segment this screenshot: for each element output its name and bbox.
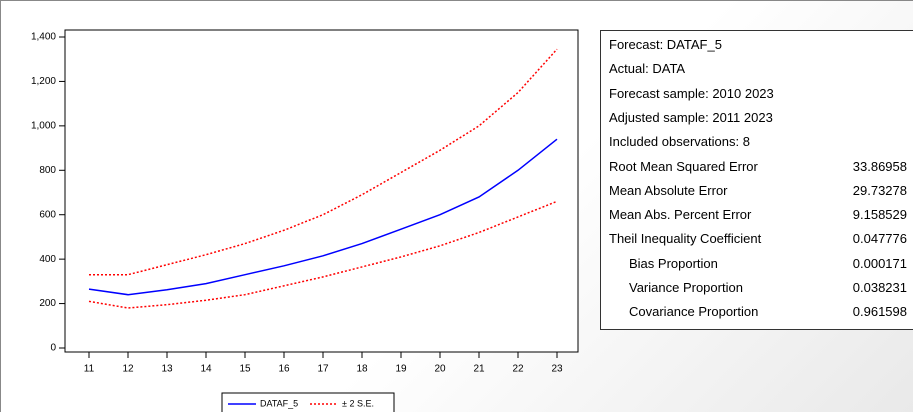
stats-value: 33.86958 bbox=[852, 158, 907, 174]
stats-label: Mean Absolute Error bbox=[609, 182, 728, 198]
y-tick-label: 1,000 bbox=[31, 120, 56, 131]
stats-value: 0.038231 bbox=[852, 280, 907, 295]
stats-value: 0.000171 bbox=[852, 255, 907, 271]
stats-label: Bias Proportion bbox=[629, 255, 718, 271]
legend-label: ± 2 S.E. bbox=[342, 398, 374, 408]
stats-label: Root Mean Squared Error bbox=[609, 158, 758, 174]
stats-value: 9.158529 bbox=[852, 207, 907, 223]
x-tick-label: 12 bbox=[122, 364, 134, 375]
x-tick-label: 18 bbox=[356, 364, 368, 375]
stats-header: Actual: DATA bbox=[609, 61, 686, 77]
y-tick-label: 400 bbox=[39, 254, 56, 265]
stats-label: Covariance Proportion bbox=[629, 304, 759, 320]
legend-label: DATAF_5 bbox=[260, 398, 298, 408]
y-tick-label: 200 bbox=[39, 298, 56, 309]
stats-value: 0.961598 bbox=[852, 304, 907, 320]
line-values bbox=[88, 138, 558, 296]
x-tick-label: 11 bbox=[84, 364, 95, 375]
stats-header: Forecast: DATAF_5 bbox=[609, 37, 722, 52]
x-tick-label: 13 bbox=[161, 364, 173, 375]
legend: DATAF_5 ± 2 S.E. bbox=[221, 392, 395, 412]
legend-box bbox=[221, 392, 395, 412]
stats-header: Adjusted sample: 2011 2023 bbox=[609, 109, 773, 125]
stats-header: Forecast sample: 2010 2023 bbox=[609, 85, 774, 101]
stats-value: 0.047776 bbox=[852, 231, 907, 247]
x-tick-label: 14 bbox=[200, 364, 212, 375]
stats-label: Variance Proportion bbox=[629, 280, 743, 295]
x-tick-label: 20 bbox=[434, 364, 446, 375]
x-tick-label: 21 bbox=[473, 364, 485, 375]
x-tick-label: 23 bbox=[551, 364, 563, 375]
y-tick-label: 800 bbox=[39, 165, 56, 176]
stats-box: Forecast: DATAF_5 Actual: DATA Forecast sa… bbox=[600, 30, 913, 330]
stats-header: Included observations: 8 bbox=[609, 134, 750, 150]
plot-frame bbox=[64, 29, 579, 353]
y-tick-label: 0 bbox=[50, 343, 56, 354]
stats-label: Theil Inequality Coefficient bbox=[609, 231, 762, 247]
y-tick-label: 1,400 bbox=[31, 32, 56, 43]
x-tick-label: 16 bbox=[278, 364, 290, 375]
stats-label: Mean Abs. Percent Error bbox=[609, 207, 752, 223]
x-tick-label: 19 bbox=[395, 364, 407, 375]
y-tick-label: 1,200 bbox=[31, 76, 56, 87]
line-lower bbox=[88, 200, 558, 309]
stats-value: 29.73278 bbox=[852, 182, 907, 198]
x-tick-label: 17 bbox=[317, 364, 329, 375]
x-tick-label: 22 bbox=[512, 364, 524, 375]
y-tick-label: 600 bbox=[39, 209, 56, 220]
x-tick-label: 15 bbox=[239, 364, 251, 375]
